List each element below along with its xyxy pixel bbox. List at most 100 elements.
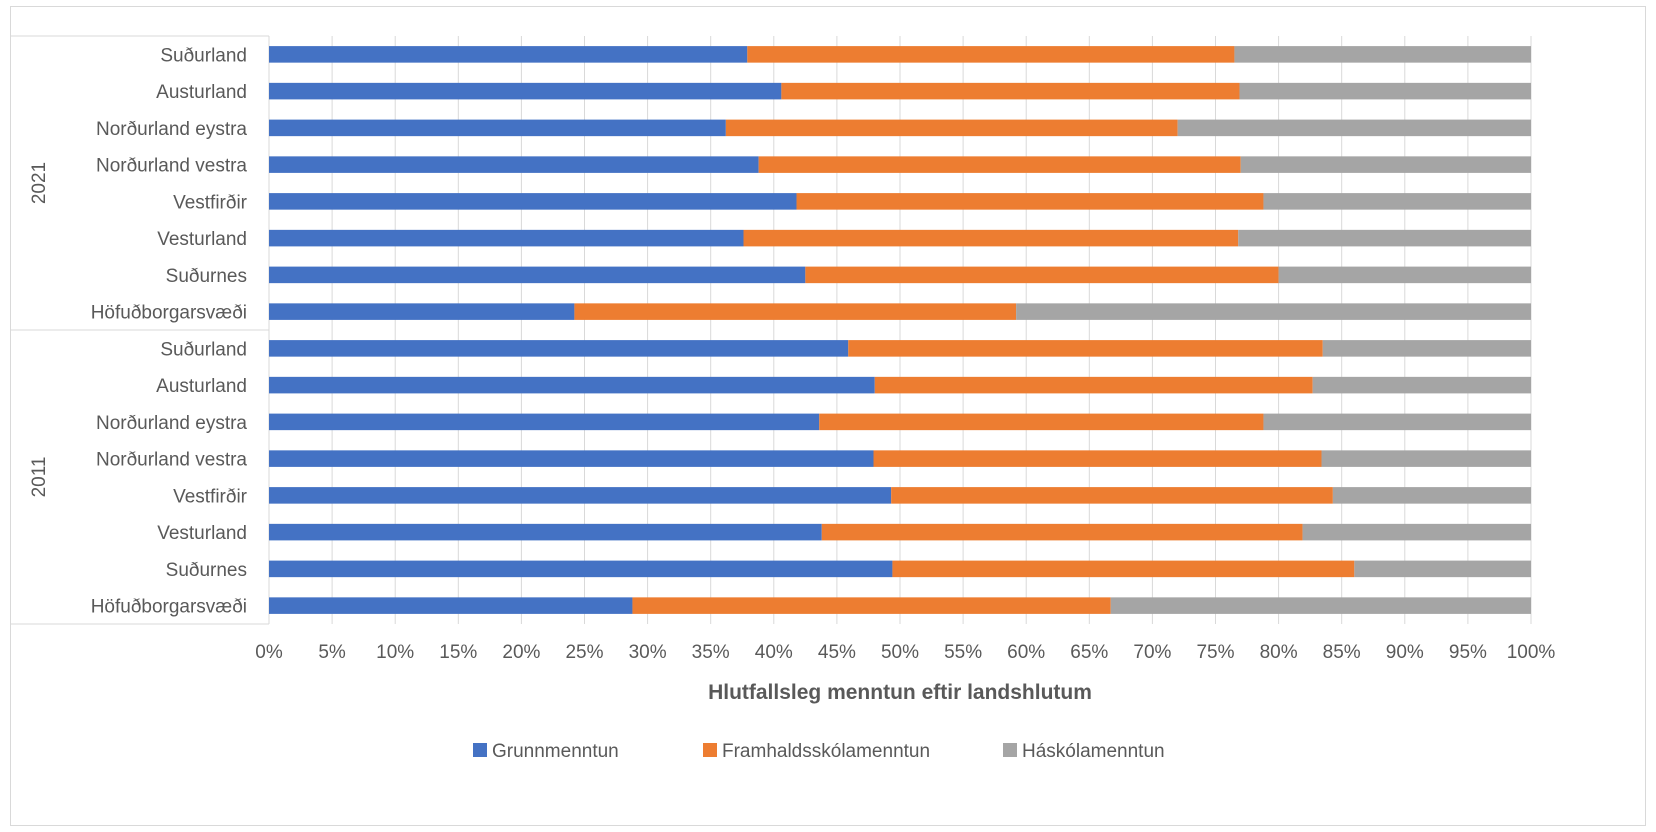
bar-segment-framhaldsskólamenntun: [758, 156, 1241, 173]
bar-segment-grunnmenntun: [269, 156, 759, 173]
bar-segment-háskólamenntun: [1177, 119, 1531, 137]
bar-segment-framhaldsskólamenntun: [781, 82, 1240, 100]
category-labels: 2021 2011 Suðurland Austurland Norðurland ey…: [29, 45, 248, 617]
x-axis-ticks: 0% 5% 10% 15% 20% 25% 30% 35% 40% 45% 50% 55% 60% 65%…: [255, 642, 1555, 663]
bar-segment-háskólamenntun: [1312, 376, 1531, 394]
x-tick-label: 65%: [1070, 642, 1108, 663]
x-tick-label: 95%: [1449, 642, 1487, 663]
x-tick-label: 0%: [255, 642, 283, 663]
bar-segment-framhaldsskólamenntun: [747, 46, 1235, 63]
category-label: Vestfirðir: [173, 486, 248, 507]
bar-segment-háskólamenntun: [1321, 450, 1531, 467]
x-tick-label: 30%: [629, 642, 667, 663]
bar-segment-framhaldsskólamenntun: [805, 266, 1279, 284]
x-tick-label: 45%: [818, 642, 856, 663]
bar-segment-framhaldsskólamenntun: [873, 450, 1322, 467]
legend-label: Háskólamenntun: [1022, 741, 1165, 762]
legend: Grunnmenntun Framhaldsskólamenntun Háskóla…: [473, 741, 1165, 762]
x-tick-label: 25%: [565, 642, 603, 663]
bar-segment-háskólamenntun: [1110, 597, 1531, 614]
x-tick-label: 10%: [376, 642, 414, 663]
x-tick-label: 50%: [881, 642, 919, 663]
x-tick-label: 40%: [755, 642, 793, 663]
x-tick-label: 100%: [1507, 642, 1556, 663]
x-tick-label: 60%: [1007, 642, 1045, 663]
category-label: Austurland: [156, 376, 247, 397]
bar-segment-háskólamenntun: [1263, 413, 1531, 431]
bar-segment-grunnmenntun: [269, 487, 892, 504]
category-label: Norðurland eystra: [96, 413, 247, 434]
bar-segment-háskólamenntun: [1239, 82, 1531, 100]
category-label: Vesturland: [157, 229, 247, 250]
group-label: 2011: [29, 457, 50, 498]
category-label: Vesturland: [157, 523, 247, 544]
bar-segment-grunnmenntun: [269, 46, 748, 63]
x-tick-label: 35%: [692, 642, 730, 663]
bar-segment-framhaldsskólamenntun: [892, 560, 1355, 578]
x-tick-label: 20%: [502, 642, 540, 663]
bar-segment-grunnmenntun: [269, 266, 806, 284]
bar-segment-grunnmenntun: [269, 82, 782, 100]
bar-segment-háskólamenntun: [1354, 560, 1531, 578]
bar-segment-grunnmenntun: [269, 193, 797, 210]
bar-segment-háskólamenntun: [1234, 46, 1531, 63]
legend-swatch: [1003, 743, 1017, 757]
bar-segment-háskólamenntun: [1278, 266, 1531, 284]
x-axis-title: Hlutfallsleg menntun eftir landshlutum: [708, 681, 1092, 704]
bar-segment-framhaldsskólamenntun: [821, 523, 1303, 541]
x-tick-label: 85%: [1323, 642, 1361, 663]
category-label: Höfuðborgarsvæði: [91, 597, 247, 618]
bar-segment-framhaldsskólamenntun: [725, 119, 1178, 137]
bar-segment-háskólamenntun: [1240, 156, 1531, 173]
bar-segment-háskólamenntun: [1302, 523, 1531, 541]
chart-canvas: 0% 5% 10% 15% 20% 25% 30% 35% 40% 45% 50% 55% 60% 65%…: [11, 35, 1555, 762]
bar-segment-grunnmenntun: [269, 523, 822, 541]
category-label: Norðurland eystra: [96, 119, 247, 140]
bar-segment-grunnmenntun: [269, 376, 875, 394]
bar-segment-framhaldsskólamenntun: [874, 376, 1313, 394]
category-label: Suðurland: [160, 45, 247, 66]
bar-segment-framhaldsskólamenntun: [632, 597, 1111, 614]
bar-segment-háskólamenntun: [1016, 303, 1531, 320]
category-label: Norðurland vestra: [96, 156, 247, 177]
group-label: 2021: [29, 162, 50, 204]
bar-segment-grunnmenntun: [269, 119, 726, 137]
bar-segment-grunnmenntun: [269, 340, 849, 357]
bar-segment-grunnmenntun: [269, 450, 874, 467]
x-tick-label: 55%: [944, 642, 982, 663]
bar-segment-háskólamenntun: [1238, 229, 1531, 247]
bar-segment-háskólamenntun: [1263, 193, 1531, 210]
x-tick-label: 75%: [1196, 642, 1234, 663]
category-label: Höfuðborgarsvæði: [91, 303, 247, 324]
category-label: Vestfirðir: [173, 192, 248, 213]
category-label: Norðurland vestra: [96, 450, 247, 471]
x-tick-label: 70%: [1133, 642, 1171, 663]
bar-segment-framhaldsskólamenntun: [891, 487, 1333, 504]
category-label: Suðurland: [160, 339, 247, 360]
x-tick-label: 5%: [318, 642, 346, 663]
legend-swatch: [703, 743, 717, 757]
bar-segment-grunnmenntun: [269, 303, 575, 320]
bar-segment-framhaldsskólamenntun: [796, 193, 1264, 210]
bar-segment-grunnmenntun: [269, 413, 820, 431]
legend-label: Framhaldsskólamenntun: [722, 741, 930, 762]
category-label: Austurland: [156, 82, 247, 103]
bar-series: [269, 46, 1531, 614]
category-label: Suðurnes: [166, 560, 247, 581]
bar-segment-framhaldsskólamenntun: [574, 303, 1017, 320]
bar-segment-háskólamenntun: [1322, 340, 1531, 357]
x-tick-label: 90%: [1386, 642, 1424, 663]
bar-segment-framhaldsskólamenntun: [819, 413, 1264, 431]
bar-segment-grunnmenntun: [269, 229, 744, 247]
category-label: Suðurnes: [166, 266, 247, 287]
legend-label: Grunnmenntun: [492, 741, 619, 762]
bar-segment-framhaldsskólamenntun: [743, 229, 1239, 247]
bar-segment-framhaldsskólamenntun: [848, 340, 1323, 357]
bar-segment-háskólamenntun: [1332, 487, 1531, 504]
x-tick-label: 15%: [439, 642, 477, 663]
bar-segment-grunnmenntun: [269, 597, 633, 614]
bar-segment-grunnmenntun: [269, 560, 893, 578]
chart-frame: 0% 5% 10% 15% 20% 25% 30% 35% 40% 45% 50% 55% 60% 65%…: [10, 6, 1646, 826]
x-tick-label: 80%: [1260, 642, 1298, 663]
legend-swatch: [473, 743, 487, 757]
